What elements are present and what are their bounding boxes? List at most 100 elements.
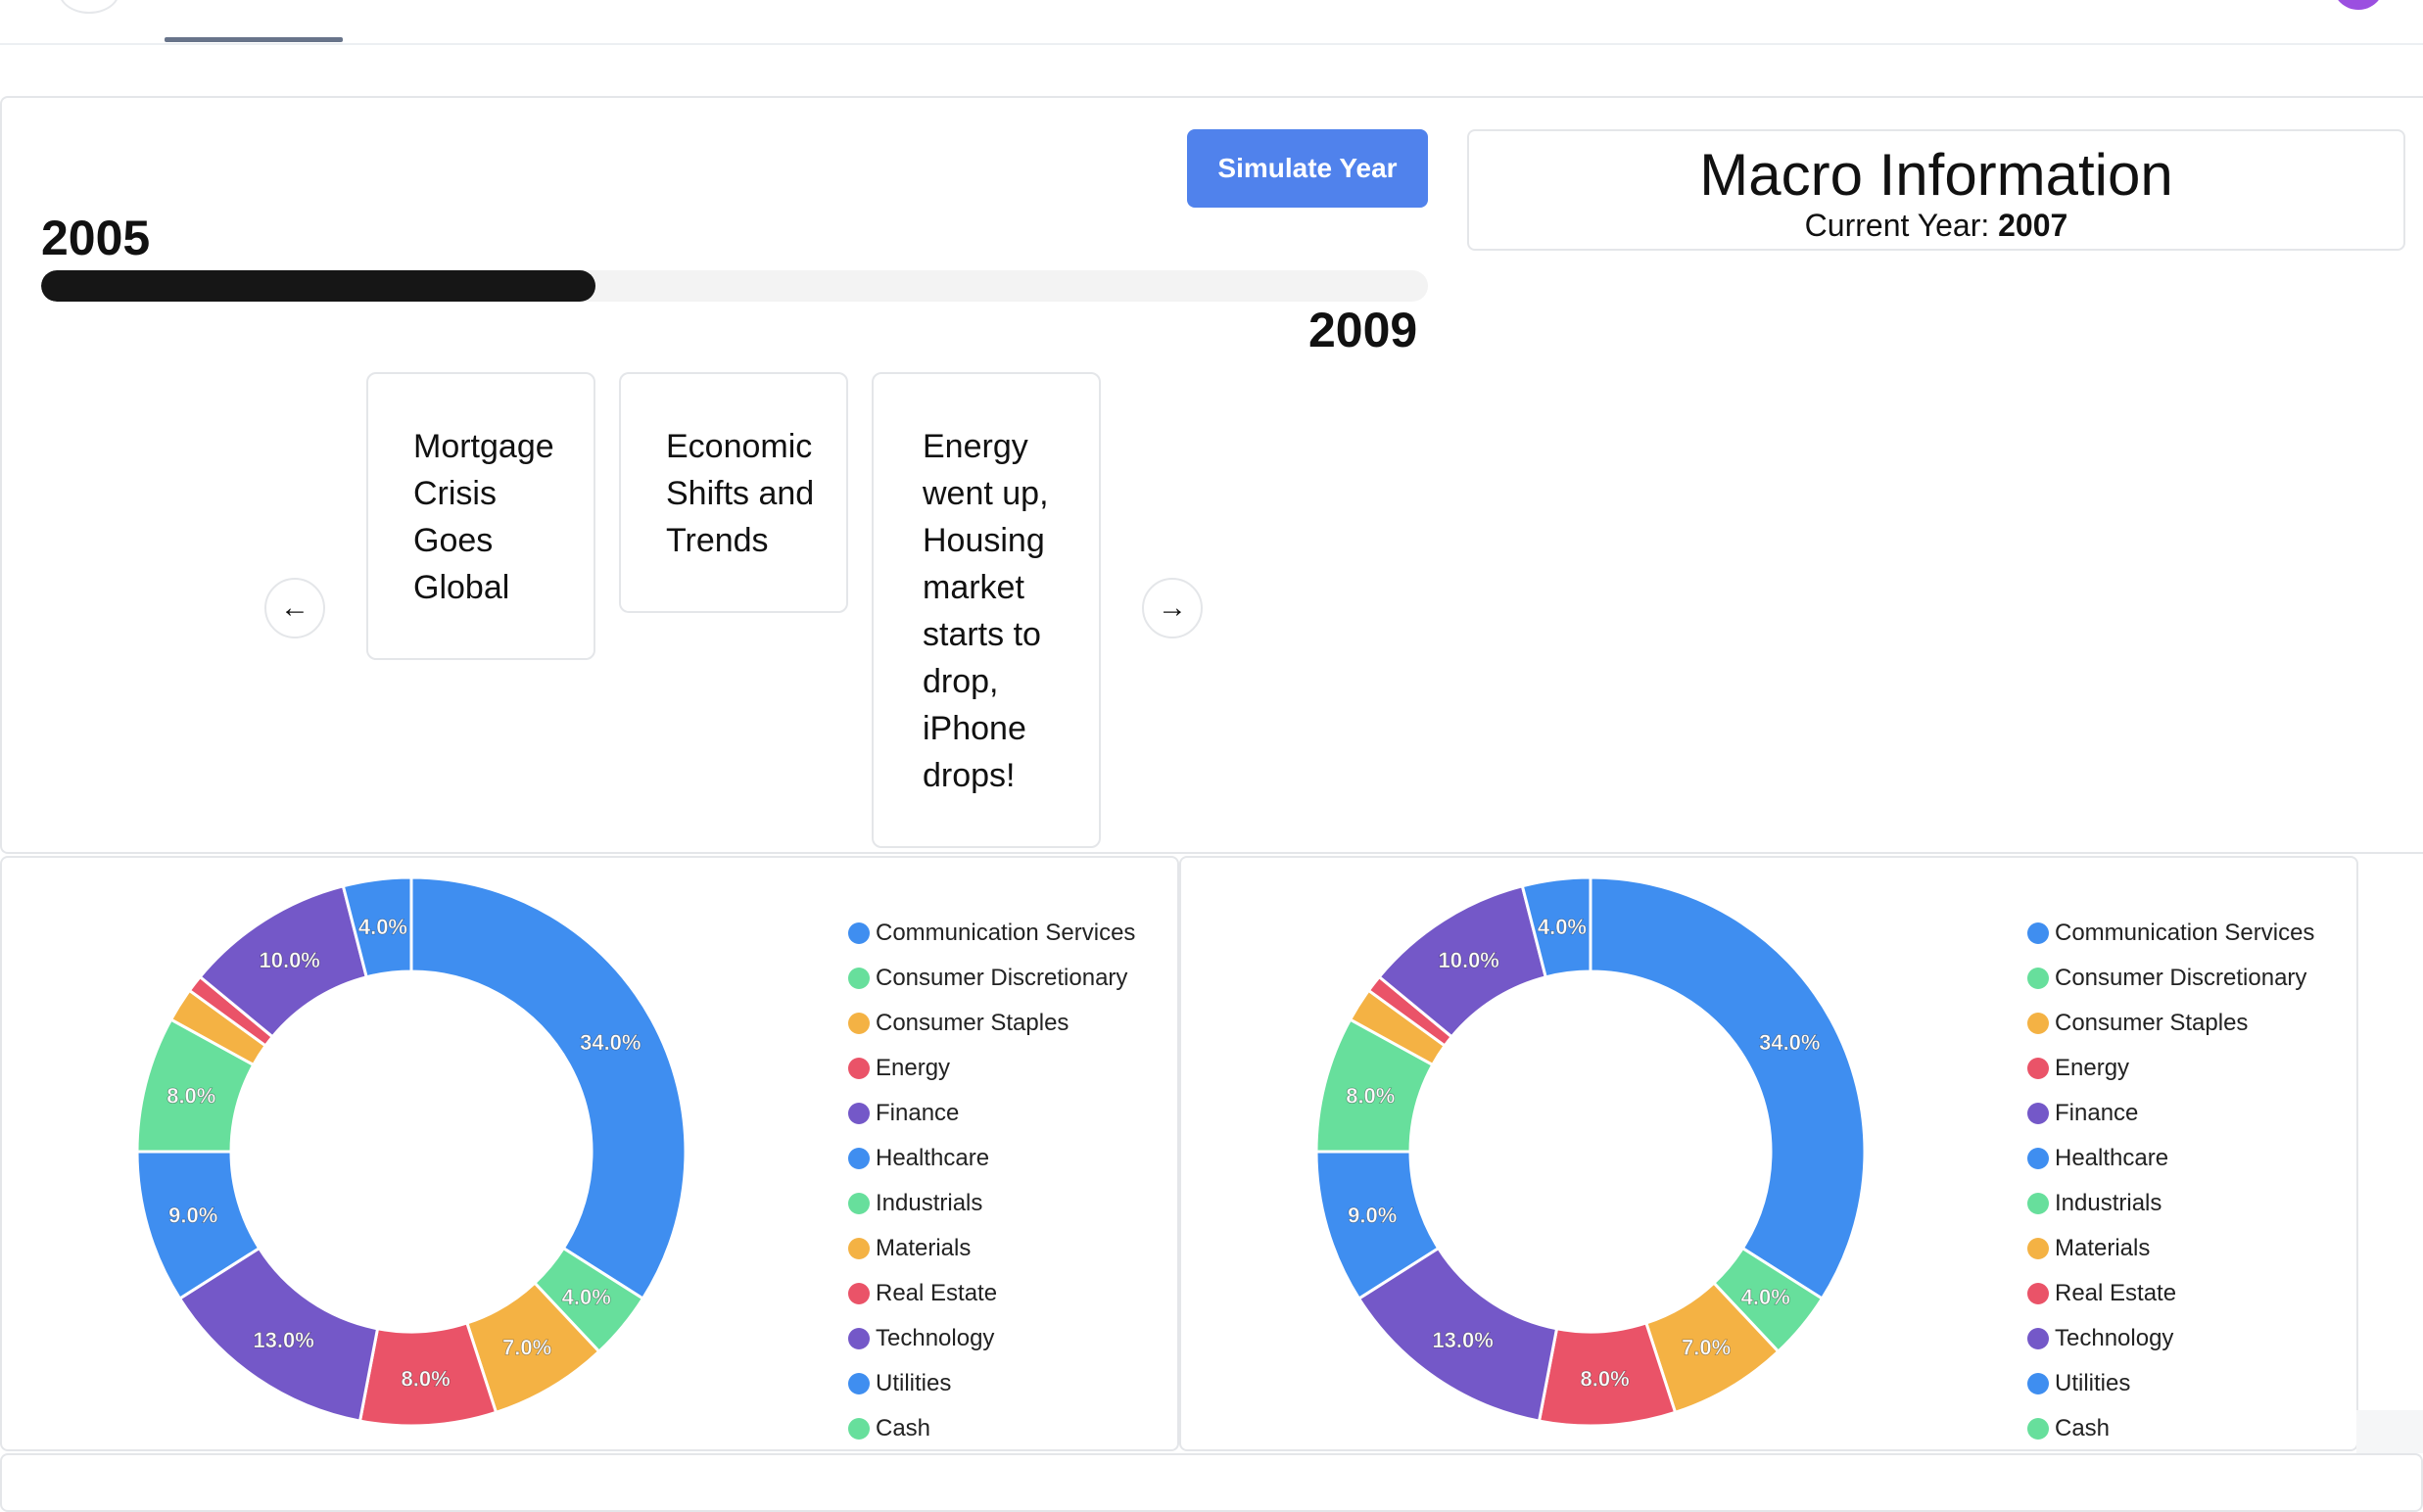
legend-label: Industrials (2055, 1190, 2162, 1216)
legend-swatch (848, 1148, 870, 1169)
legend-label: Cash (2055, 1415, 2111, 1441)
legend-item[interactable]: Energy (848, 1046, 1135, 1091)
slice-data-label: 8.0% (1580, 1367, 1629, 1392)
donut-slice[interactable] (1520, 875, 1592, 979)
legend-swatch (2027, 968, 2049, 989)
event-card[interactable]: Mortgage Crisis Goes Global (366, 372, 595, 660)
legend-label: Utilities (2055, 1370, 2131, 1396)
slice-data-label: 7.0% (502, 1336, 551, 1360)
event-card-text: Energy went up, Housing market starts to… (923, 428, 1049, 794)
legend-label: Consumer Discretionary (2055, 965, 2307, 991)
slice-data-label: 4.0% (1538, 915, 1587, 939)
current-year-text: Current Year: 2007 (1469, 208, 2403, 244)
end-year-label: 2009 (1308, 303, 1418, 357)
legend-item[interactable]: Cash (2027, 1406, 2314, 1451)
event-card-text: Mortgage Crisis Goes Global (413, 428, 554, 606)
donut-slice[interactable] (1589, 875, 1867, 1301)
current-year-label: Current Year: (1804, 208, 1990, 243)
avatar[interactable] (2333, 0, 2384, 10)
bottom-panel (0, 1453, 2423, 1512)
legend-label: Finance (2055, 1100, 2139, 1126)
legend-swatch (848, 1193, 870, 1214)
legend-item[interactable]: Real Estate (2027, 1271, 2314, 1316)
legend-item[interactable]: Real Estate (848, 1271, 1135, 1316)
legend-item[interactable]: Technology (2027, 1316, 2314, 1361)
event-card[interactable]: Economic Shifts and Trends (619, 372, 848, 613)
legend-item[interactable]: Consumer Discretionary (2027, 956, 2314, 1001)
carousel-prev-button[interactable]: ← (264, 578, 325, 638)
donut-slice[interactable] (341, 875, 413, 979)
slice-data-label: 8.0% (166, 1083, 215, 1108)
arrow-right-icon: → (1158, 591, 1187, 624)
slice-data-label: 10.0% (1438, 948, 1498, 972)
legend-label: Healthcare (2055, 1145, 2169, 1171)
simulate-year-button[interactable]: Simulate Year (1187, 129, 1428, 208)
donut-slice[interactable] (409, 875, 688, 1301)
legend-swatch (2027, 1193, 2049, 1214)
legend-swatch (2027, 1373, 2049, 1394)
legend-swatch (848, 968, 870, 989)
legend-swatch (848, 1283, 870, 1304)
macro-info-box: Macro Information Current Year: 2007 (1467, 129, 2405, 251)
legend-swatch (848, 1418, 870, 1440)
legend-label: Cash (876, 1415, 931, 1441)
slice-data-label: 13.0% (253, 1328, 313, 1352)
legend-item[interactable]: Consumer Staples (2027, 1001, 2314, 1046)
legend-swatch (848, 1013, 870, 1034)
legend-item[interactable]: Materials (848, 1226, 1135, 1271)
legend-item[interactable]: Utilities (2027, 1361, 2314, 1406)
legend-swatch (848, 1328, 870, 1349)
slice-data-label: 10.0% (259, 948, 319, 972)
slice-data-label: 8.0% (401, 1367, 450, 1392)
legend-item[interactable]: Consumer Discretionary (848, 956, 1135, 1001)
slice-data-label: 8.0% (1346, 1083, 1395, 1108)
legend-item[interactable]: Healthcare (2027, 1136, 2314, 1181)
legend-swatch (848, 1238, 870, 1259)
year-progress-fill (41, 270, 596, 302)
legend-label: Real Estate (2055, 1280, 2177, 1306)
slice-data-label: 13.0% (1432, 1328, 1493, 1352)
macro-title: Macro Information (1699, 142, 2173, 208)
legend-swatch (848, 1058, 870, 1079)
legend-label: Finance (876, 1100, 960, 1126)
legend-swatch (848, 1373, 870, 1394)
legend-item[interactable]: Technology (848, 1316, 1135, 1361)
legend-swatch (2027, 1283, 2049, 1304)
slice-data-label: 9.0% (1348, 1204, 1397, 1228)
legend-item[interactable]: Industrials (2027, 1181, 2314, 1226)
legend-swatch (2027, 1238, 2049, 1259)
legend-label: Consumer Staples (876, 1010, 1069, 1036)
legend-label: Materials (2055, 1235, 2151, 1261)
legend-label: Materials (876, 1235, 972, 1261)
legend-item[interactable]: Energy (2027, 1046, 2314, 1091)
slice-data-label: 4.0% (358, 915, 407, 939)
legend-label: Industrials (876, 1190, 983, 1216)
legend-item[interactable]: Cash (848, 1406, 1135, 1451)
legend-item[interactable]: Healthcare (848, 1136, 1135, 1181)
legend-swatch (848, 1103, 870, 1124)
legend-label: Technology (2055, 1325, 2174, 1351)
legend-swatch (2027, 1418, 2049, 1440)
legend-item[interactable]: Materials (2027, 1226, 2314, 1271)
legend-label: Communication Services (876, 920, 1136, 946)
legend-swatch (2027, 1148, 2049, 1169)
legend-item[interactable]: Finance (848, 1091, 1135, 1136)
legend-item[interactable]: Finance (2027, 1091, 2314, 1136)
legend-label: Real Estate (876, 1280, 998, 1306)
legend-item[interactable]: Utilities (848, 1361, 1135, 1406)
legend-label: Energy (2055, 1055, 2130, 1081)
active-tab-indicator (165, 37, 343, 42)
legend-label: Utilities (876, 1370, 952, 1396)
legend-item[interactable]: Industrials (848, 1181, 1135, 1226)
slice-data-label: 4.0% (562, 1285, 611, 1309)
event-card[interactable]: Energy went up, Housing market starts to… (872, 372, 1101, 848)
legend-swatch (2027, 1328, 2049, 1349)
carousel-next-button[interactable]: → (1142, 578, 1203, 638)
legend-item[interactable]: Communication Services (848, 911, 1135, 956)
legend-item[interactable]: Communication Services (2027, 911, 2314, 956)
legend-label: Consumer Staples (2055, 1010, 2249, 1036)
legend-item[interactable]: Consumer Staples (848, 1001, 1135, 1046)
slice-data-label: 34.0% (580, 1030, 641, 1055)
arrow-left-icon: ← (280, 591, 309, 624)
